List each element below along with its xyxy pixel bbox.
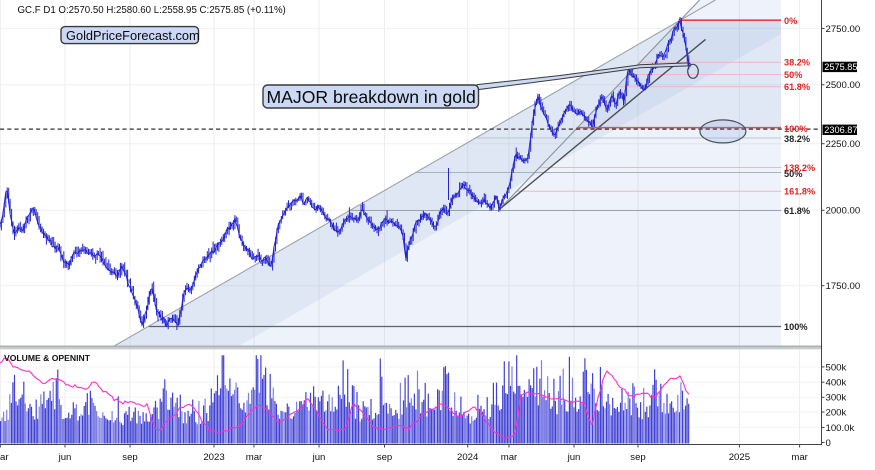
svg-text:mar: mar — [501, 452, 518, 463]
svg-text:sep: sep — [122, 452, 137, 463]
svg-text:mar: mar — [246, 452, 263, 463]
svg-text:38.2%: 38.2% — [784, 58, 810, 68]
svg-text:VOLUME & OPENINT: VOLUME & OPENINT — [4, 353, 91, 363]
svg-text:mar: mar — [0, 452, 9, 463]
svg-text:300k: 300k — [826, 393, 847, 404]
svg-text:GC.F D1 O:2570.50 H:2580.60 L:: GC.F D1 O:2570.50 H:2580.60 L:2558.95 C:… — [18, 5, 286, 16]
svg-text:GoldPriceForecast.com: GoldPriceForecast.com — [66, 28, 200, 43]
svg-text:100.0k: 100.0k — [826, 423, 855, 434]
svg-text:200k: 200k — [826, 408, 847, 419]
svg-text:jun: jun — [567, 452, 581, 463]
svg-text:MAJOR breakdown in gold: MAJOR breakdown in gold — [267, 87, 476, 107]
svg-text:2575.85: 2575.85 — [824, 62, 857, 72]
svg-text:61.8%: 61.8% — [784, 82, 810, 92]
svg-text:2023: 2023 — [203, 452, 224, 463]
svg-text:jun: jun — [58, 452, 72, 463]
svg-text:0: 0 — [826, 438, 831, 449]
svg-text:500k: 500k — [826, 362, 847, 373]
svg-text:2306.87: 2306.87 — [824, 125, 857, 135]
svg-text:100%: 100% — [784, 124, 808, 134]
svg-text:2025: 2025 — [729, 452, 750, 463]
svg-text:1750.00: 1750.00 — [826, 281, 861, 292]
svg-text:2250.00: 2250.00 — [826, 139, 861, 150]
svg-text:50%: 50% — [784, 169, 802, 179]
svg-text:38.2%: 38.2% — [784, 134, 810, 144]
svg-text:sep: sep — [630, 452, 645, 463]
svg-text:161.8%: 161.8% — [784, 187, 815, 197]
svg-text:2024: 2024 — [457, 452, 479, 463]
svg-text:2000.00: 2000.00 — [826, 206, 861, 217]
svg-text:50%: 50% — [784, 70, 802, 80]
svg-text:400k: 400k — [826, 378, 847, 389]
svg-text:2750.00: 2750.00 — [826, 24, 861, 35]
svg-text:100%: 100% — [784, 322, 808, 332]
svg-text:61.8%: 61.8% — [784, 206, 810, 216]
svg-text:jun: jun — [312, 452, 326, 463]
svg-text:2500.00: 2500.00 — [826, 80, 861, 91]
svg-text:sep: sep — [377, 452, 392, 463]
svg-text:mar: mar — [791, 452, 808, 463]
svg-text:138.2%: 138.2% — [784, 163, 815, 173]
svg-text:0%: 0% — [784, 16, 797, 26]
